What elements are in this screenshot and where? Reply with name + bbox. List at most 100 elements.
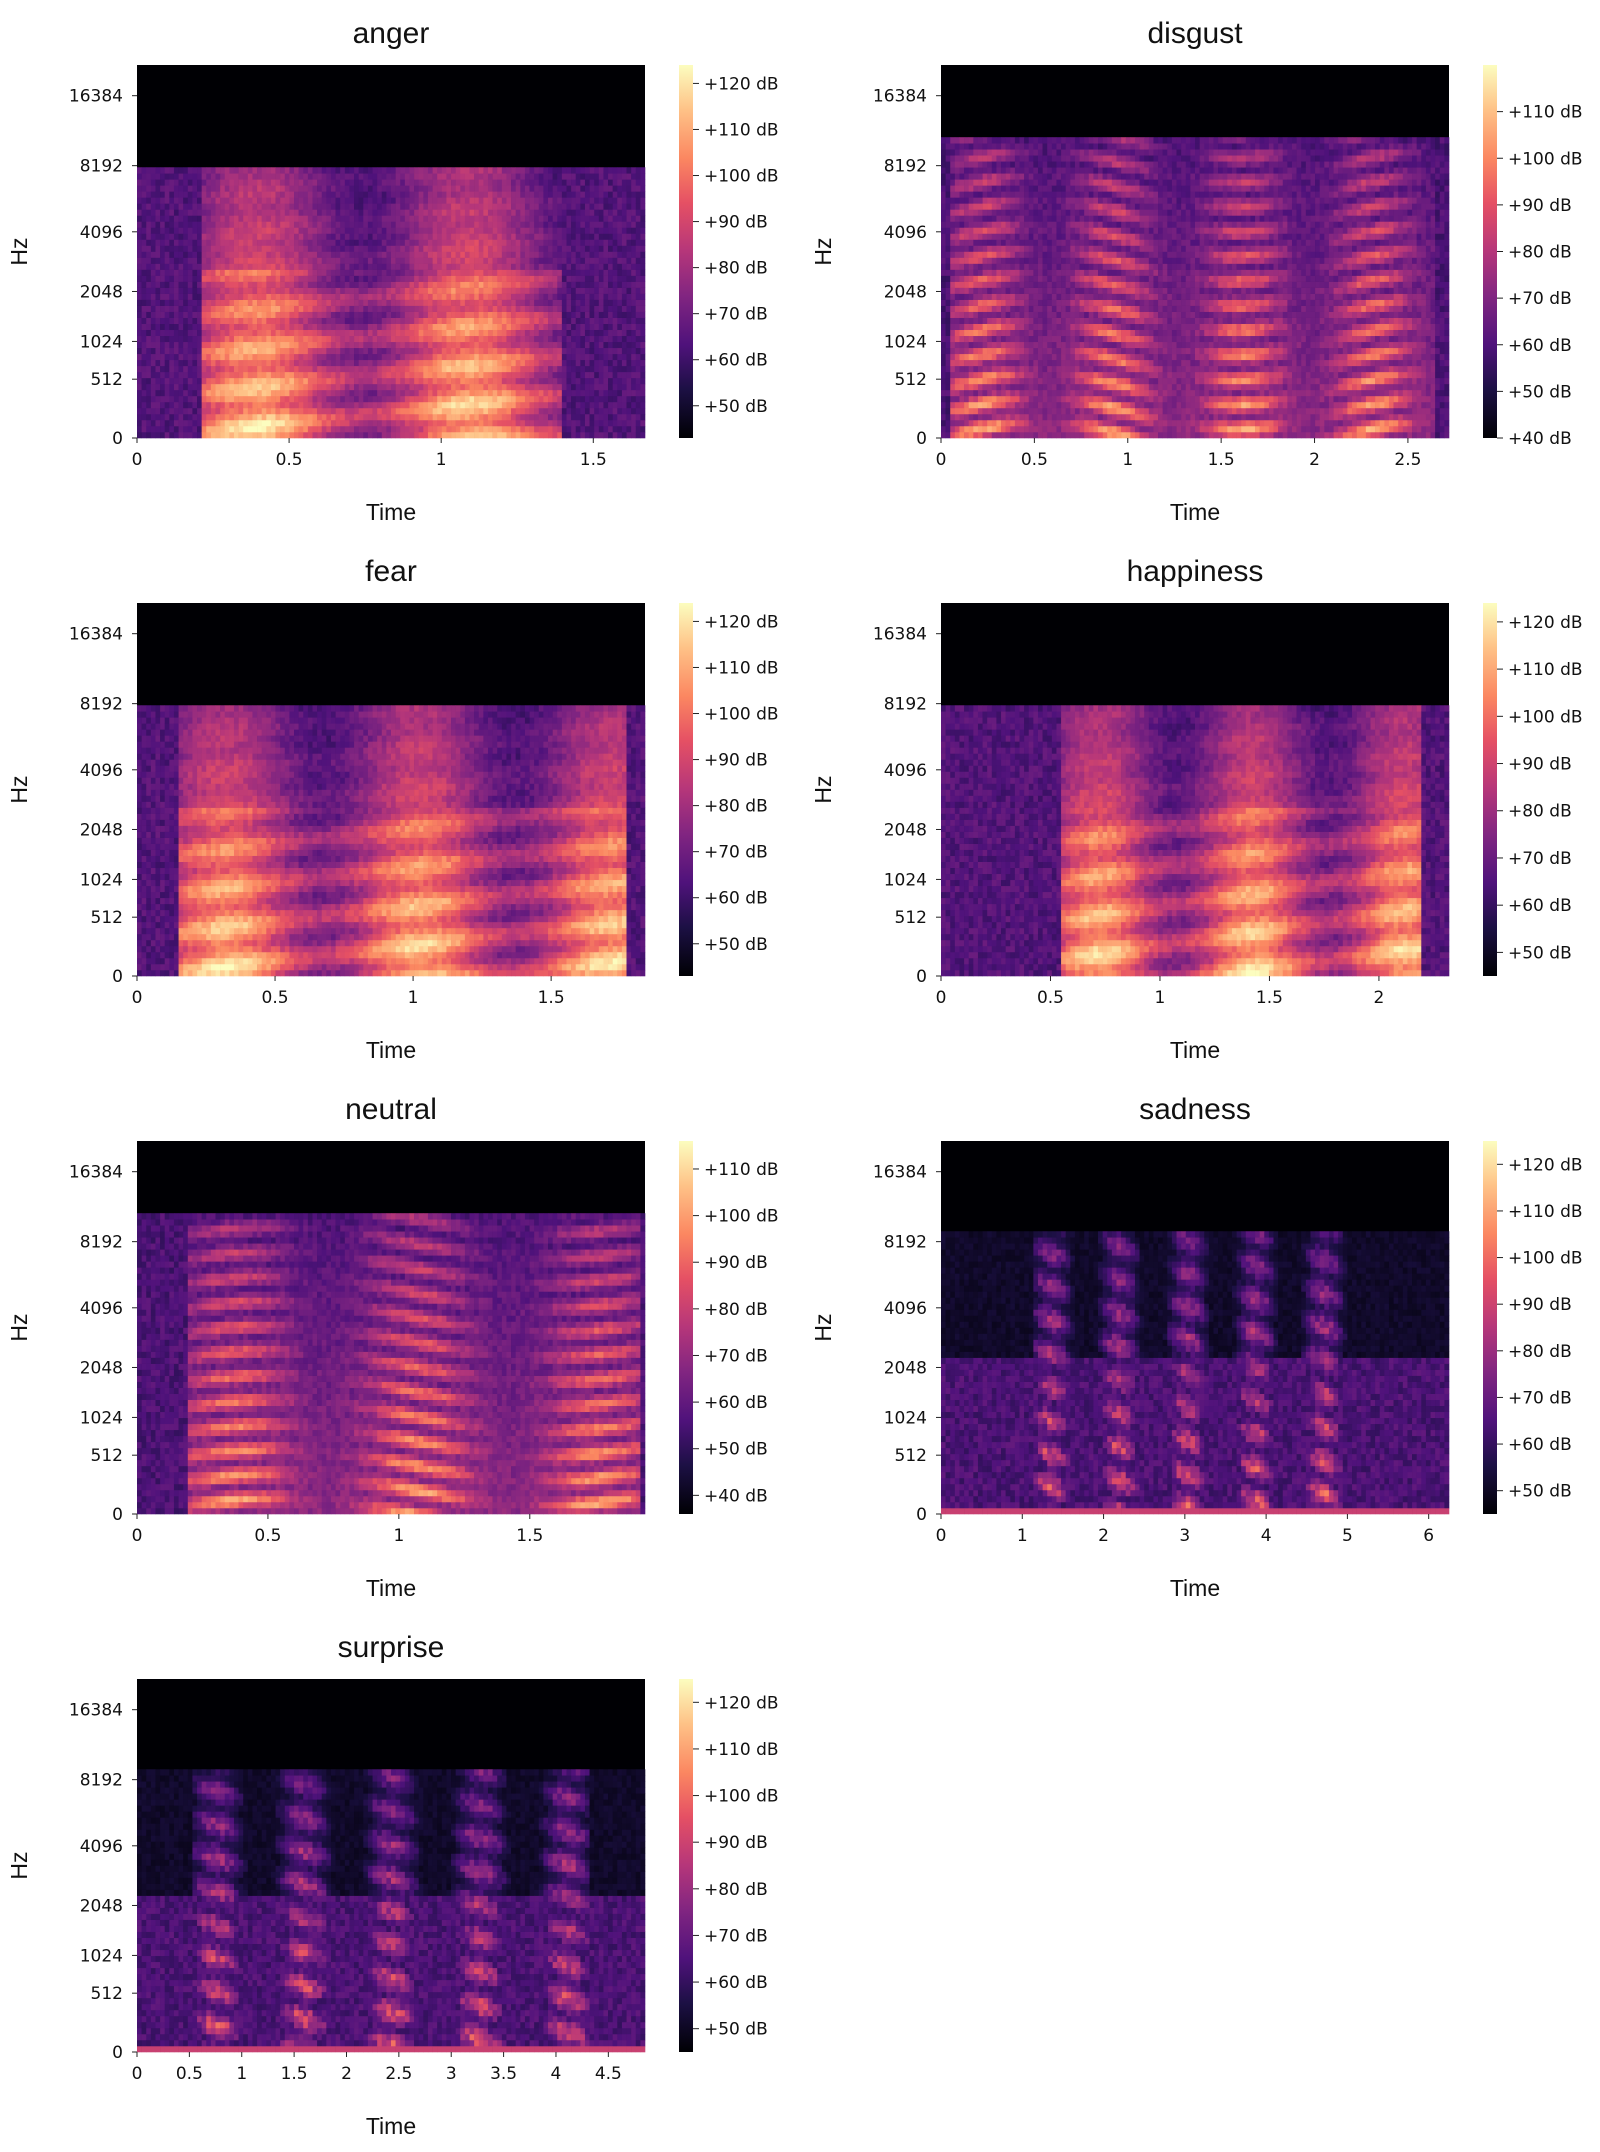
colorbar-tick-label: +120 dB [704, 74, 779, 94]
y-tick-label: 16384 [69, 625, 123, 645]
y-tick-label: 8192 [80, 1233, 123, 1253]
x-tick-label: 1 [1017, 1526, 1028, 1546]
colorbar-tick-label: +50 dB [704, 1440, 768, 1460]
x-axis-label: Time [366, 1037, 416, 1063]
y-tick-label: 1024 [80, 1946, 123, 1966]
colorbar-tick-label: +90 dB [1508, 1295, 1572, 1315]
colorbar-tick-label: +90 dB [1508, 196, 1572, 216]
colorbar-tick-label: +110 dB [704, 120, 779, 140]
spectrogram-cells [941, 137, 1450, 439]
colorbar-tick-label: +120 dB [704, 1693, 779, 1713]
y-axis-label: Hz [6, 775, 32, 803]
colorbar-tick-label: +110 dB [1508, 660, 1583, 680]
y-tick-label: 4096 [884, 761, 927, 781]
spectrogram-cells [137, 1213, 646, 1515]
colorbar-tick-label: +40 dB [1508, 429, 1572, 449]
y-tick-label: 4096 [80, 761, 123, 781]
colorbar-tick-label: +90 dB [704, 1833, 768, 1853]
colorbar-tick-label: +50 dB [1508, 1482, 1572, 1502]
x-tick-label: 0.5 [1021, 450, 1048, 470]
colorbar-tick-label: +100 dB [704, 705, 779, 725]
x-tick-label: 2 [1098, 1526, 1109, 1546]
y-axis-label: Hz [6, 237, 32, 265]
y-axis: 0 512 1024 2048 4096 8192 16384 Hz [6, 1163, 137, 1525]
colorbar-tick-label: +80 dB [704, 1880, 768, 1900]
colorbar-tick-label: +70 dB [704, 305, 768, 325]
panel-surprise: surprise 0 0.5 1 1.5 2 2.5 3 3.5 4 4.5 Time 0 512 1024… [6, 1631, 779, 2139]
y-tick-label: 4096 [884, 223, 927, 243]
x-tick-label: 4 [551, 2064, 562, 2084]
x-tick-label: 3 [446, 2064, 457, 2084]
y-tick-label: 512 [91, 908, 123, 928]
x-tick-label: 1.5 [580, 450, 607, 470]
y-axis: 0 512 1024 2048 4096 8192 16384 Hz [6, 625, 137, 987]
colorbar-tick-label: +60 dB [704, 351, 768, 371]
y-axis-label: Hz [6, 1851, 32, 1879]
y-tick-label: 512 [91, 1984, 123, 2004]
y-tick-label: 16384 [873, 87, 927, 107]
y-tick-label: 512 [91, 370, 123, 390]
colorbar-tick-label: +110 dB [704, 658, 779, 678]
y-axis-label: Hz [6, 1313, 32, 1341]
colorbar-tick-label: +60 dB [704, 1973, 768, 1993]
panel-anger: anger 0 0.5 1 1.5 Time 0 512 1024 2048 4096 8192 163… [6, 17, 779, 525]
colorbar: +50 dB +60 dB +70 dB +80 dB +90 dB +100 dB +11… [1483, 603, 1583, 976]
spectrogram-cells [137, 705, 646, 977]
x-axis-label: Time [1170, 499, 1220, 525]
x-tick-label: 1.5 [281, 2064, 308, 2084]
x-axis: 0 0.5 1 1.5 2 2.5 3 3.5 4 4.5 Time [132, 2052, 622, 2139]
colorbar-tick-label: +80 dB [1508, 802, 1572, 822]
y-tick-label: 16384 [69, 87, 123, 107]
y-tick-label: 1024 [884, 870, 927, 890]
panel-happiness: happiness 0 0.5 1 1.5 2 Time 0 512 1024 2048 4096 81… [810, 555, 1583, 1063]
x-tick-label: 6 [1423, 1526, 1434, 1546]
panel-title: anger [353, 17, 430, 50]
x-tick-label: 1 [1155, 988, 1166, 1008]
colorbar-tick-label: +110 dB [1508, 103, 1583, 123]
x-axis-label: Time [1170, 1037, 1220, 1063]
x-tick-label: 3.5 [490, 2064, 517, 2084]
colorbar-tick-label: +60 dB [1508, 336, 1572, 356]
colorbar-tick-label: +70 dB [1508, 289, 1572, 309]
y-tick-label: 2048 [884, 282, 927, 302]
spectrogram [941, 603, 1450, 977]
spectrogram-cells [941, 1231, 1450, 1515]
x-axis-label: Time [1170, 1575, 1220, 1601]
colorbar-tick-label: +60 dB [704, 1393, 768, 1413]
x-tick-label: 2 [341, 2064, 352, 2084]
x-tick-label: 0 [936, 450, 947, 470]
x-tick-label: 0.5 [254, 1526, 281, 1546]
x-axis: 0 0.5 1 1.5 Time [132, 1514, 543, 1601]
x-axis: 0 0.5 1 1.5 2 2.5 Time [936, 438, 1421, 525]
y-tick-label: 4096 [80, 1837, 123, 1857]
x-tick-label: 0 [132, 450, 143, 470]
colorbar-tick-label: +80 dB [704, 797, 768, 817]
colorbar-tick-label: +50 dB [1508, 382, 1572, 402]
colorbar-tick-label: +100 dB [704, 167, 779, 187]
y-tick-label: 512 [895, 908, 927, 928]
panel-title: fear [365, 555, 417, 588]
spectrogram-cells [137, 1769, 646, 2053]
x-tick-label: 1.5 [538, 988, 565, 1008]
colorbar-tick-label: +50 dB [704, 2020, 768, 2040]
y-tick-label: 2048 [80, 820, 123, 840]
y-tick-label: 8192 [884, 1233, 927, 1253]
colorbar-gradient [1483, 603, 1497, 976]
x-tick-label: 1.5 [1256, 988, 1283, 1008]
x-tick-label: 1.5 [516, 1526, 543, 1546]
y-tick-label: 8192 [80, 1771, 123, 1791]
y-tick-label: 1024 [80, 332, 123, 352]
colorbar-tick-label: +50 dB [704, 397, 768, 417]
y-axis: 0 512 1024 2048 4096 8192 16384 Hz [810, 87, 941, 449]
x-tick-label: 0.5 [276, 450, 303, 470]
y-tick-label: 1024 [884, 1408, 927, 1428]
panel-title: disgust [1147, 17, 1243, 50]
colorbar-tick-label: +70 dB [704, 1926, 768, 1946]
y-tick-label: 16384 [873, 1163, 927, 1183]
y-tick-label: 16384 [873, 625, 927, 645]
x-tick-label: 3 [1179, 1526, 1190, 1546]
y-tick-label: 16384 [69, 1163, 123, 1183]
colorbar-tick-label: +70 dB [1508, 849, 1572, 869]
x-tick-label: 0.5 [176, 2064, 203, 2084]
